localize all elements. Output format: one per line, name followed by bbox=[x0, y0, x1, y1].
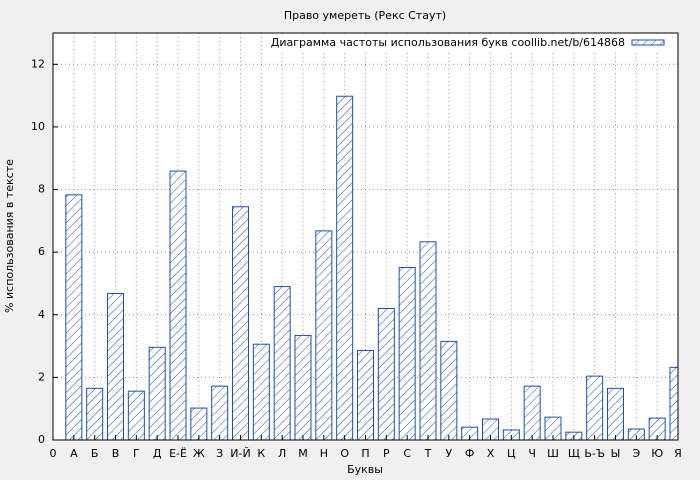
x-tick-label: З bbox=[216, 447, 223, 460]
x-tick-label: Д bbox=[153, 447, 162, 460]
x-tick-label: Щ bbox=[568, 447, 580, 460]
chart-title: Право умереть (Рекс Стаут) bbox=[284, 9, 446, 22]
bar bbox=[461, 426, 479, 440]
x-tick-label: Ш bbox=[547, 447, 559, 460]
y-tick-label: 0 bbox=[38, 433, 45, 446]
bar bbox=[107, 292, 124, 440]
bar bbox=[127, 390, 145, 440]
bar bbox=[377, 308, 395, 440]
x-tick-label: Г bbox=[133, 447, 140, 460]
bar bbox=[544, 416, 562, 440]
bar bbox=[586, 375, 604, 440]
y-tick-label: 8 bbox=[38, 183, 45, 196]
bar bbox=[336, 95, 354, 440]
x-tick-label: Ц bbox=[507, 447, 516, 460]
bar bbox=[419, 241, 437, 440]
bar bbox=[190, 407, 208, 440]
x-tick-label: И-Й bbox=[230, 447, 250, 460]
legend-label: Диаграмма частоты использования букв coo… bbox=[271, 36, 625, 49]
bar bbox=[669, 366, 678, 440]
bar bbox=[169, 170, 187, 440]
x-axis-label: Буквы bbox=[347, 463, 383, 476]
bar bbox=[315, 230, 333, 440]
x-tick-label: Р bbox=[383, 447, 390, 460]
y-tick-label: 4 bbox=[38, 308, 45, 321]
x-tick-label: Т bbox=[424, 447, 432, 460]
plot-frame bbox=[52, 32, 679, 441]
bar bbox=[398, 266, 416, 440]
x-tick-label: 0 bbox=[50, 447, 57, 460]
x-tick-label: А bbox=[70, 447, 78, 460]
x-tick-label: Э bbox=[632, 447, 640, 460]
bar bbox=[357, 349, 374, 440]
y-tick-label: 6 bbox=[38, 245, 45, 258]
x-tick-label: П bbox=[361, 447, 369, 460]
bar bbox=[440, 340, 458, 440]
legend-background bbox=[280, 35, 675, 51]
bar bbox=[607, 387, 624, 440]
bar bbox=[148, 346, 166, 440]
bar bbox=[211, 385, 229, 440]
bar bbox=[65, 194, 83, 440]
x-tick-label: О bbox=[340, 447, 349, 460]
bar bbox=[86, 387, 104, 440]
x-tick-label: Я bbox=[674, 447, 682, 460]
bar bbox=[232, 206, 249, 440]
x-tick-label: С bbox=[403, 447, 411, 460]
x-tick-label: Ж bbox=[193, 447, 205, 460]
x-tick-label: Ч bbox=[528, 447, 536, 460]
bar bbox=[252, 343, 270, 440]
x-tick-label: Н bbox=[320, 447, 328, 460]
x-tick-label: Ф bbox=[465, 447, 474, 460]
x-tick-label: Л bbox=[278, 447, 286, 460]
bar bbox=[523, 385, 541, 440]
y-tick-label: 12 bbox=[31, 57, 45, 70]
x-tick-label: Ь-Ъ bbox=[584, 447, 605, 460]
x-tick-label: Ы bbox=[611, 447, 621, 460]
x-tick-label: В bbox=[112, 447, 120, 460]
y-tick-label: 2 bbox=[38, 370, 45, 383]
x-tick-label: Б bbox=[91, 447, 99, 460]
x-tick-label: Ю bbox=[651, 447, 663, 460]
x-tick-label: Х bbox=[487, 447, 495, 460]
x-tick-label: М bbox=[298, 447, 308, 460]
legend-swatch bbox=[631, 39, 665, 46]
y-tick-label: 10 bbox=[31, 120, 45, 133]
x-tick-label: Е-Ё bbox=[169, 447, 187, 460]
bar bbox=[648, 417, 666, 440]
bar bbox=[273, 286, 291, 440]
x-tick-label: У bbox=[445, 447, 452, 460]
x-tick-label: К bbox=[257, 447, 265, 460]
y-axis-label: % использования в тексте bbox=[3, 159, 16, 313]
bar bbox=[294, 334, 312, 440]
